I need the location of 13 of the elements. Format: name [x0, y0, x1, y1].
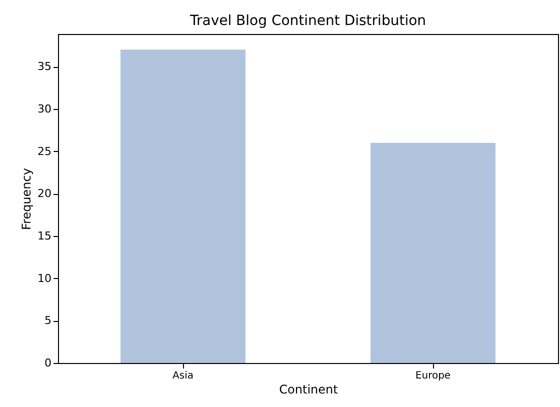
x-tick-label: Asia [172, 370, 194, 382]
y-tick-label: 10 [38, 272, 52, 285]
y-tick-label: 0 [44, 356, 52, 370]
y-tick-label: 25 [38, 144, 52, 158]
y-tick-label: 30 [38, 102, 52, 116]
y-axis-title: Frequency [20, 168, 34, 230]
chart-title: Travel Blog Continent Distribution [188, 13, 426, 29]
y-tick-label: 35 [38, 60, 52, 74]
y-tick-label: 15 [38, 229, 52, 242]
y-tick-label: 20 [38, 187, 52, 200]
x-axis-title: Continent [279, 382, 338, 396]
y-tick-label: 5 [44, 314, 52, 328]
x-tick-label: Europe [415, 370, 451, 382]
